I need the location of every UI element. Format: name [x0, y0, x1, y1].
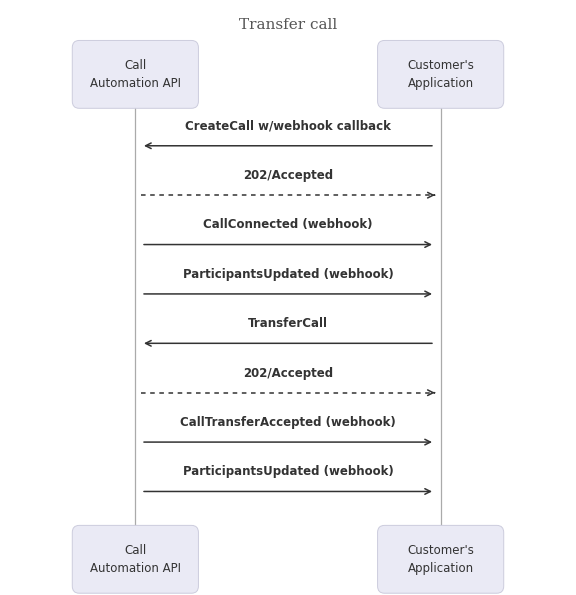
Text: CreateCall w/webhook callback: CreateCall w/webhook callback	[185, 120, 391, 133]
Text: Transfer call: Transfer call	[239, 18, 337, 32]
FancyBboxPatch shape	[378, 40, 503, 108]
Text: Call
Automation API: Call Automation API	[90, 59, 181, 90]
FancyBboxPatch shape	[72, 40, 198, 108]
Text: CallConnected (webhook): CallConnected (webhook)	[203, 218, 373, 231]
Text: CallTransferAccepted (webhook): CallTransferAccepted (webhook)	[180, 416, 396, 429]
Text: Customer's
Application: Customer's Application	[407, 59, 474, 90]
FancyBboxPatch shape	[378, 525, 503, 593]
Text: 202/Accepted: 202/Accepted	[243, 169, 333, 182]
Text: ParticipantsUpdated (webhook): ParticipantsUpdated (webhook)	[183, 465, 393, 478]
Text: TransferCall: TransferCall	[248, 317, 328, 330]
Text: Call
Automation API: Call Automation API	[90, 544, 181, 575]
Text: ParticipantsUpdated (webhook): ParticipantsUpdated (webhook)	[183, 268, 393, 281]
FancyBboxPatch shape	[72, 525, 198, 593]
Text: Customer's
Application: Customer's Application	[407, 544, 474, 575]
Text: 202/Accepted: 202/Accepted	[243, 367, 333, 380]
